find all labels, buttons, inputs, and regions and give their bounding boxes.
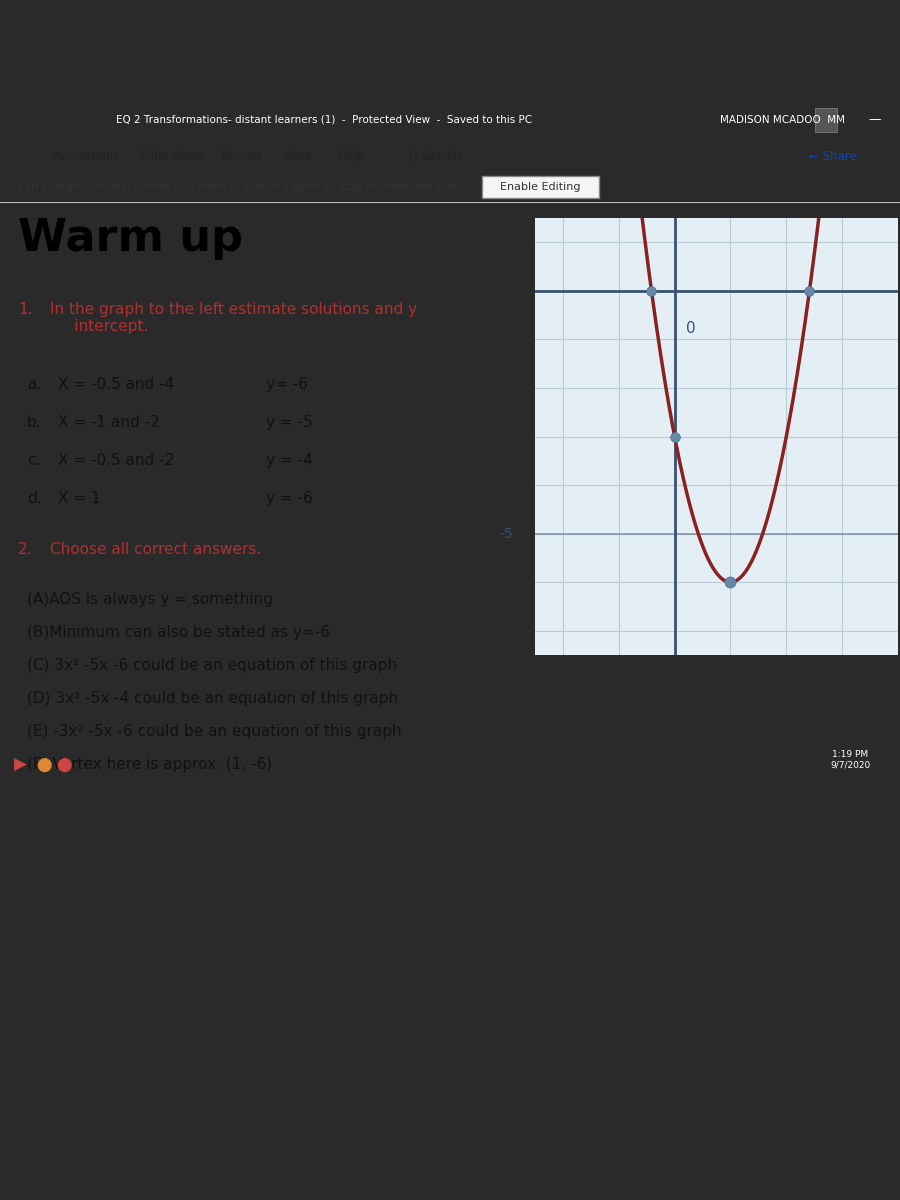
- Text: X = -0.5 and -4: X = -0.5 and -4: [58, 377, 175, 392]
- FancyBboxPatch shape: [482, 175, 598, 198]
- Text: -5: -5: [500, 527, 513, 541]
- Text: Help: Help: [338, 150, 364, 162]
- Text: MADISON MCADOO  MM: MADISON MCADOO MM: [720, 115, 845, 125]
- Text: Animations: Animations: [54, 150, 121, 162]
- Text: 0: 0: [686, 322, 695, 336]
- Text: (B)Minimum can also be stated as y=-6: (B)Minimum can also be stated as y=-6: [27, 625, 330, 640]
- Text: 2.: 2.: [18, 542, 32, 557]
- Text: Choose all correct answers.: Choose all correct answers.: [50, 542, 261, 557]
- Text: ⬤: ⬤: [36, 758, 51, 772]
- Text: (C) 3x² -5x -6 could be an equation of this graph: (C) 3x² -5x -6 could be an equation of t…: [27, 658, 397, 673]
- Text: ▶: ▶: [14, 756, 26, 774]
- Text: 1.: 1.: [18, 302, 32, 317]
- Text: EQ 2 Transformations- distant learners (1)  -  Protected View  -  Saved to this : EQ 2 Transformations- distant learners (…: [116, 115, 532, 125]
- Text: X = -0.5 and -2: X = -0.5 and -2: [58, 452, 175, 468]
- FancyBboxPatch shape: [814, 108, 837, 132]
- Text: b.: b.: [27, 415, 41, 430]
- Text: c.: c.: [27, 452, 40, 468]
- Text: 1:19 PM
9/7/2020: 1:19 PM 9/7/2020: [831, 750, 870, 769]
- Text: (E) -3x² -5x -6 could be an equation of this graph: (E) -3x² -5x -6 could be an equation of …: [27, 724, 401, 739]
- Text: (A)AOS is always y = something: (A)AOS is always y = something: [27, 592, 273, 607]
- Text: a.: a.: [27, 377, 41, 392]
- Text: (D) 3x² -5x -4 could be an equation of this graph: (D) 3x² -5x -4 could be an equation of t…: [27, 691, 398, 706]
- Text: ⬤: ⬤: [57, 758, 72, 772]
- Text: Enable Editing: Enable Editing: [500, 182, 580, 192]
- Text: X = 1: X = 1: [58, 491, 101, 506]
- Text: In the graph to the left estimate solutions and y
     intercept.: In the graph to the left estimate soluti…: [50, 302, 417, 335]
- Text: 🔍 Search: 🔍 Search: [410, 150, 461, 162]
- Text: Warm up: Warm up: [18, 217, 243, 260]
- Text: X = -1 and -2: X = -1 and -2: [58, 415, 160, 430]
- Text: y= -6: y= -6: [266, 377, 308, 392]
- Text: ← Share: ← Share: [808, 150, 857, 162]
- Text: y = -6: y = -6: [266, 491, 312, 506]
- Text: Slide Show: Slide Show: [140, 150, 203, 162]
- Text: can contain viruses. Unless you need to edit, it's safer to stay in Protected Vi: can contain viruses. Unless you need to …: [18, 182, 465, 192]
- Text: Review: Review: [220, 150, 263, 162]
- Text: y = -4: y = -4: [266, 452, 312, 468]
- Text: View: View: [284, 150, 311, 162]
- Text: y = -5: y = -5: [266, 415, 312, 430]
- Text: —: —: [868, 114, 881, 126]
- Text: d.: d.: [27, 491, 41, 506]
- Text: (F) Vertex here is approx. (1, -6): (F) Vertex here is approx. (1, -6): [27, 757, 272, 772]
